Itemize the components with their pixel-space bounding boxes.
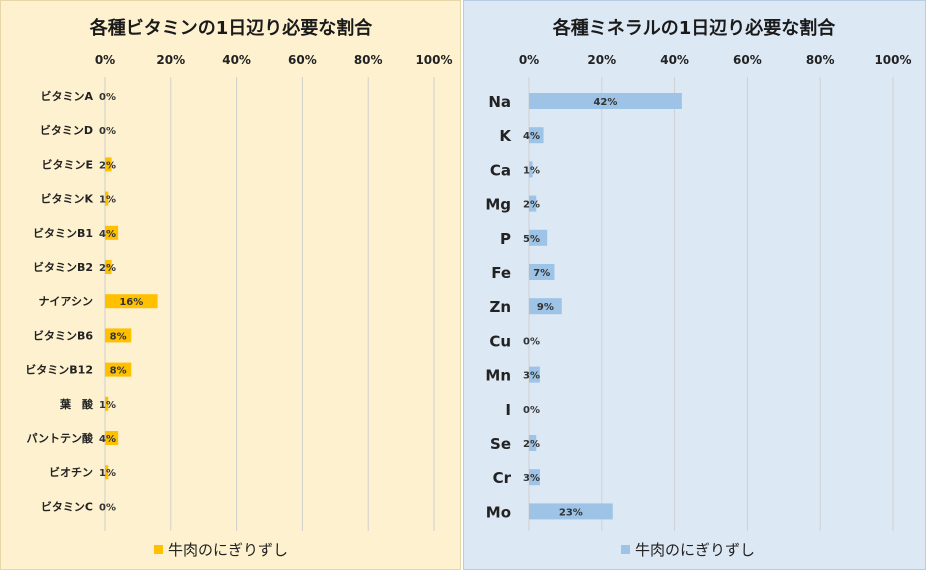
mineral-legend-swatch xyxy=(621,545,630,554)
mineral-category-label: Mn xyxy=(485,367,511,385)
vitamin-category-label: ビタミンK xyxy=(40,192,93,206)
mineral-x-tick-label: 20% xyxy=(587,53,616,67)
mineral-category-label: I xyxy=(505,401,511,419)
vitamin-x-tick-label: 40% xyxy=(222,53,251,67)
mineral-data-label: 23% xyxy=(559,507,583,518)
mineral-data-label: 3% xyxy=(523,371,540,382)
mineral-chart-title: 各種ミネラルの1日辺り必要な割合 xyxy=(552,17,837,39)
mineral-category-label: Mo xyxy=(486,503,511,521)
mineral-category-label: K xyxy=(499,127,512,145)
mineral-data-label: 2% xyxy=(523,439,540,450)
mineral-data-label: 2% xyxy=(523,200,540,211)
vitamin-category-label: ビタミンA xyxy=(40,89,93,103)
mineral-data-label: 9% xyxy=(537,302,554,313)
vitamin-x-tick-label: 20% xyxy=(156,53,185,67)
vitamin-chart-title: 各種ビタミンの1日辺り必要な割合 xyxy=(89,17,374,39)
mineral-x-tick-label: 0% xyxy=(519,53,539,67)
mineral-data-label: 0% xyxy=(523,405,540,416)
vitamin-data-label: 16% xyxy=(119,297,143,308)
vitamin-bar xyxy=(105,431,119,445)
vitamin-data-label: 0% xyxy=(99,126,116,137)
vitamin-chart: 各種ビタミンの1日辺り必要な割合 0% 20% 40% 60% 80% 100% ビタミンA 0… xyxy=(25,17,452,559)
vitamin-legend-swatch xyxy=(154,545,163,554)
mineral-bar xyxy=(529,435,537,451)
mineral-legend-label: 牛肉のにぎりずし xyxy=(635,541,755,559)
vitamin-x-tick-label: 100% xyxy=(415,53,452,67)
mineral-category-label: P xyxy=(500,230,511,248)
vitamin-legend-label: 牛肉のにぎりずし xyxy=(168,541,288,559)
vitamin-category-label: ビタミンE xyxy=(41,157,93,171)
mineral-bar xyxy=(529,161,533,178)
mineral-x-tick-label: 80% xyxy=(806,53,835,67)
vitamin-data-label: 4% xyxy=(99,434,116,445)
vitamin-data-label: 4% xyxy=(99,229,116,240)
vitamin-category-label: ビタミンD xyxy=(40,123,93,137)
vitamin-data-label: 8% xyxy=(110,331,127,342)
mineral-chart-panel: 各種ミネラルの1日辺り必要な割合 0% 20% 40% 60% 80% 100% Na 42% K… xyxy=(463,0,926,570)
mineral-category-label: Ca xyxy=(490,161,511,179)
vitamin-category-label: ビタミンB2 xyxy=(33,260,93,274)
mineral-category-label: Cr xyxy=(493,469,512,487)
vitamin-data-label: 0% xyxy=(99,92,116,103)
mineral-data-label: 5% xyxy=(523,234,540,245)
vitamin-data-label: 2% xyxy=(99,160,116,171)
vitamin-data-label: 0% xyxy=(99,502,116,513)
mineral-bar xyxy=(529,127,544,144)
mineral-bar xyxy=(529,195,537,212)
mineral-bar xyxy=(529,469,540,486)
mineral-bar xyxy=(529,503,613,520)
mineral-bar xyxy=(529,264,555,280)
vitamin-category-label: ナイアシン xyxy=(38,295,93,308)
mineral-category-label: Fe xyxy=(491,264,511,282)
vitamin-category-label: ビタミンB6 xyxy=(33,328,93,342)
vitamin-bar xyxy=(105,225,119,240)
vitamin-bar xyxy=(105,191,109,206)
vitamin-bar xyxy=(105,260,112,274)
mineral-data-label: 4% xyxy=(523,131,540,142)
vitamin-x-tick-label: 80% xyxy=(354,53,383,67)
vitamin-category-label: ビタミンB12 xyxy=(25,363,93,377)
vitamin-bar xyxy=(105,396,109,411)
mineral-bar xyxy=(529,366,540,383)
vitamin-chart-panel: 各種ビタミンの1日辺り必要な割合 0% 20% 40% 60% 80% 100% ビタミンA 0… xyxy=(0,0,461,570)
vitamin-data-label: 2% xyxy=(99,263,116,274)
mineral-data-label: 7% xyxy=(533,268,550,279)
mineral-x-tick-label: 60% xyxy=(733,53,762,67)
mineral-category-label: Zn xyxy=(489,298,511,316)
mineral-chart: 各種ミネラルの1日辺り必要な割合 0% 20% 40% 60% 80% 100% Na 42% K… xyxy=(485,17,911,559)
mineral-data-label: 0% xyxy=(523,336,540,347)
vitamin-category-label: ビタミンC xyxy=(41,499,93,513)
mineral-x-tick-label: 40% xyxy=(660,53,689,67)
mineral-category-label: Se xyxy=(490,435,511,453)
mineral-data-label: 1% xyxy=(523,165,540,176)
vitamin-data-label: 1% xyxy=(99,400,116,411)
mineral-data-label: 3% xyxy=(523,473,540,484)
vitamin-data-label: 1% xyxy=(99,195,116,206)
mineral-bar xyxy=(529,93,682,109)
mineral-category-label: Cu xyxy=(489,332,511,350)
mineral-bar xyxy=(529,229,548,246)
vitamin-category-label: 葉 酸 xyxy=(59,397,94,411)
vitamin-category-label: ビオチン xyxy=(49,465,93,479)
mineral-x-tick-label: 100% xyxy=(874,53,911,67)
vitamin-bar xyxy=(105,362,132,377)
vitamin-bar xyxy=(105,157,112,172)
mineral-bar xyxy=(529,298,562,315)
mineral-category-label: Na xyxy=(488,93,511,111)
vitamin-x-tick-label: 60% xyxy=(288,53,317,67)
vitamin-bar xyxy=(105,328,132,343)
vitamin-bar xyxy=(105,294,158,309)
vitamin-x-tick-label: 0% xyxy=(95,53,115,67)
mineral-category-label: Mg xyxy=(485,196,511,214)
vitamin-data-label: 8% xyxy=(110,366,127,377)
mineral-data-label: 42% xyxy=(593,97,617,108)
vitamin-data-label: 1% xyxy=(99,468,116,479)
vitamin-category-label: パントテン酸 xyxy=(26,431,94,445)
vitamin-bar xyxy=(105,465,109,480)
vitamin-category-label: ビタミンB1 xyxy=(33,226,93,240)
